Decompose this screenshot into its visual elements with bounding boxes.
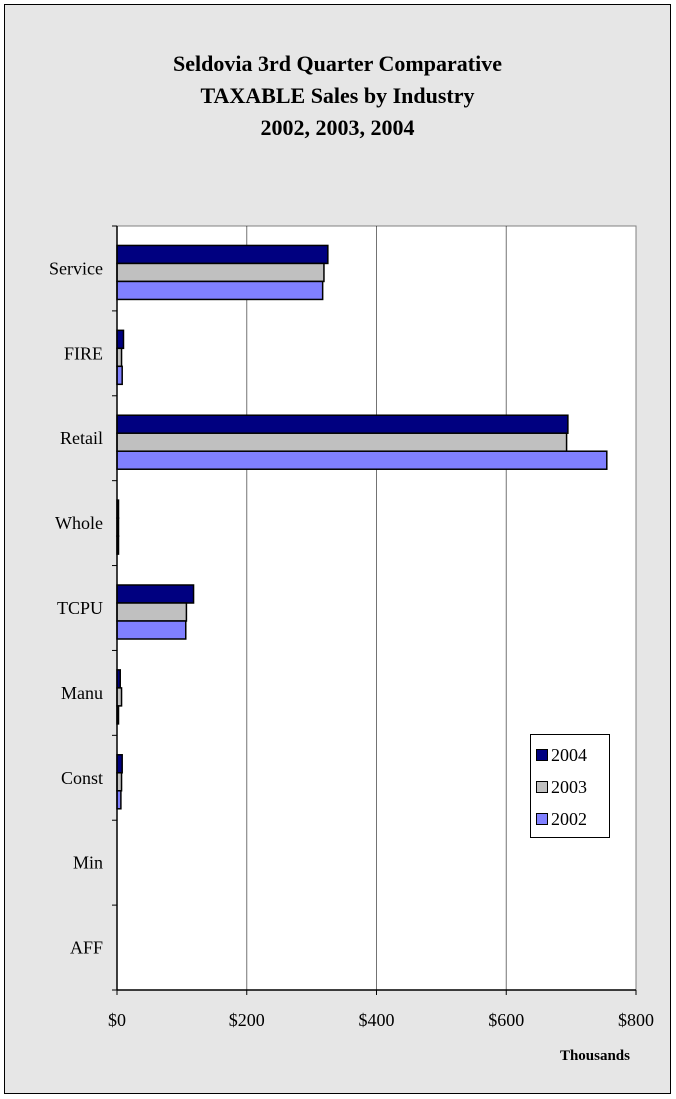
x-tick-label: $600 bbox=[488, 1010, 524, 1030]
category-label-retail: Retail bbox=[60, 428, 103, 448]
bar-const-2004 bbox=[116, 754, 123, 774]
category-label-const: Const bbox=[61, 768, 103, 788]
x-tick-label: $200 bbox=[229, 1010, 265, 1030]
legend-item-2002: 2002 bbox=[536, 803, 609, 835]
chart-title-line-2: TAXABLE Sales by Industry bbox=[200, 83, 475, 108]
legend-label-2003: 2003 bbox=[551, 776, 587, 797]
category-label-manu: Manu bbox=[61, 683, 103, 703]
legend-swatch-2003 bbox=[536, 781, 548, 793]
legend-swatch-2002 bbox=[536, 813, 548, 825]
x-tick-label: $800 bbox=[618, 1010, 654, 1030]
category-label-whole: Whole bbox=[55, 513, 103, 533]
legend-label-2002: 2002 bbox=[551, 808, 587, 829]
legend-item-2004: 2004 bbox=[536, 739, 609, 771]
x-tick-label: $400 bbox=[359, 1010, 395, 1030]
bar-retail-2003 bbox=[116, 432, 568, 452]
category-label-fire: FIRE bbox=[64, 343, 103, 363]
category-label-min: Min bbox=[73, 853, 103, 873]
chart-title: Seldovia 3rd Quarter Comparative TAXABLE… bbox=[4, 48, 671, 144]
x-tick-label: $0 bbox=[108, 1010, 126, 1030]
category-label-service: Service bbox=[49, 258, 103, 278]
bar-fire-2004 bbox=[116, 329, 125, 350]
bar-tcpu-2002 bbox=[116, 620, 187, 640]
bar-retail-2002 bbox=[116, 450, 608, 470]
bar-service-2003 bbox=[116, 262, 325, 283]
legend-item-2003: 2003 bbox=[536, 771, 609, 803]
bar-retail-2004 bbox=[116, 414, 569, 434]
chart-title-line-1: Seldovia 3rd Quarter Comparative bbox=[173, 51, 502, 76]
category-label-aff: AFF bbox=[70, 938, 103, 958]
category-label-tcpu: TCPU bbox=[57, 598, 103, 618]
bar-service-2004 bbox=[116, 244, 329, 265]
chart-title-line-3: 2002, 2003, 2004 bbox=[260, 115, 415, 140]
legend-swatch-2004 bbox=[536, 749, 548, 761]
bar-fire-2002 bbox=[116, 365, 123, 386]
bar-tcpu-2003 bbox=[116, 602, 188, 622]
x-axis-title: Thousands bbox=[560, 1048, 630, 1064]
bar-tcpu-2004 bbox=[116, 584, 195, 604]
legend: 2004 2003 2002 bbox=[530, 734, 610, 838]
legend-label-2004: 2004 bbox=[551, 744, 587, 765]
bar-service-2002 bbox=[116, 280, 324, 301]
